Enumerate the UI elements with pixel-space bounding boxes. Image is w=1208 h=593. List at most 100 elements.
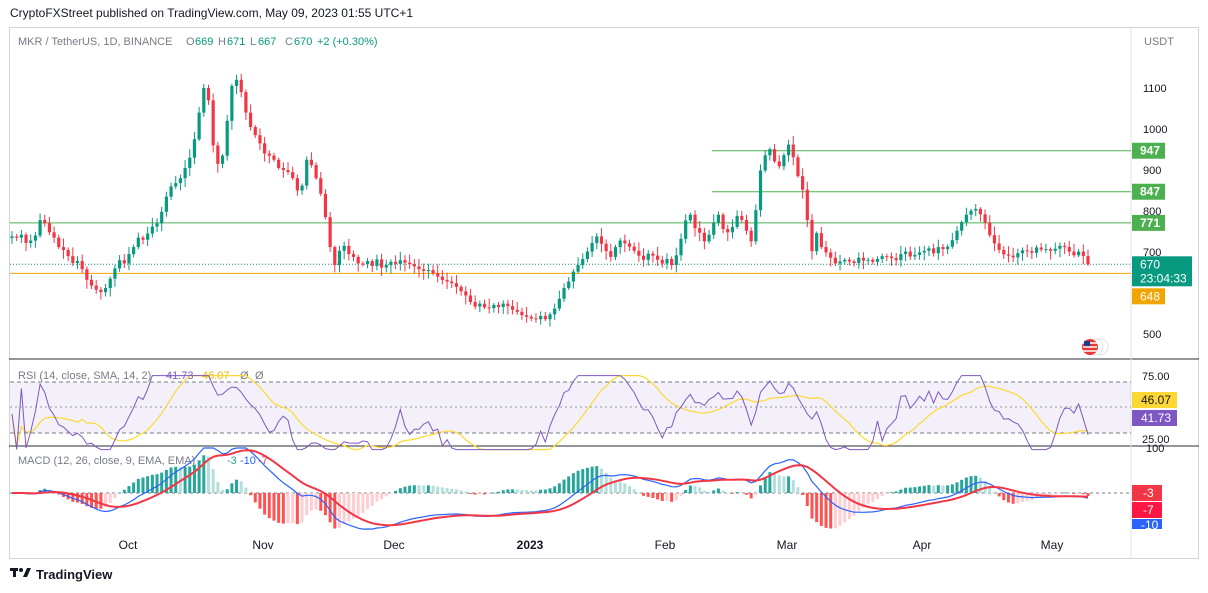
macd-hist-bar: [183, 466, 187, 493]
candle: [253, 125, 257, 138]
macd-hist-bar: [861, 493, 865, 508]
candle: [520, 307, 524, 320]
macd-hist-bar: [782, 476, 786, 493]
candle: [61, 238, 66, 259]
candle: [539, 311, 543, 325]
macd-hist-bar: [155, 474, 159, 493]
candle: [211, 93, 215, 153]
candle: [473, 295, 477, 310]
candle: [768, 147, 772, 161]
macd-hist-bar: [548, 488, 552, 493]
macd-hist-bar: [763, 477, 767, 493]
candle: [660, 255, 664, 268]
high-value: 671: [227, 36, 245, 48]
macd-tick-100: 100: [1146, 443, 1164, 455]
macd-hist-bar: [188, 466, 192, 493]
macd-hist-bar: [768, 472, 772, 493]
candle: [15, 233, 19, 242]
macd-hist-bar: [590, 466, 594, 493]
macd-hist-bar: [688, 485, 692, 493]
macd-hist-bar: [80, 493, 84, 504]
macd-hist-bar: [740, 492, 744, 494]
macd-hist-bar: [483, 493, 487, 495]
macd-line: [11, 447, 1089, 530]
macd-hist-bar: [651, 493, 655, 498]
candle: [1025, 244, 1029, 258]
candle: [422, 263, 426, 280]
macd-hist-bar: [394, 490, 398, 493]
macd-hist-bar: [698, 487, 702, 493]
macd-hist-bar: [417, 485, 421, 493]
macd-hist-bar: [1086, 493, 1090, 496]
macd-hist-bar: [403, 486, 407, 493]
macd-hist-bar: [749, 493, 753, 499]
candle: [454, 275, 459, 294]
macd-hist-bar: [735, 492, 739, 493]
candle: [665, 253, 669, 270]
candle: [810, 214, 814, 260]
candle: [866, 257, 870, 265]
macd-hist-bar: [847, 493, 851, 519]
macd-hist-bar: [286, 493, 290, 524]
candle: [899, 245, 903, 267]
candle: [964, 207, 968, 227]
candle: [206, 84, 211, 105]
publisher-header: CryptoFXStreet published on TradingView.…: [10, 6, 414, 20]
macd-hist-bar: [894, 491, 898, 493]
macd-hist-bar: [169, 467, 173, 493]
macd-hist-bar: [118, 492, 122, 494]
macd-hist-bar: [384, 493, 388, 497]
macd-hist-bar: [824, 493, 828, 528]
candle: [599, 228, 604, 253]
candle: [295, 174, 299, 196]
macd-hist-bar: [281, 493, 285, 524]
candle: [323, 189, 328, 220]
macd-hist-bar: [819, 493, 823, 526]
candle: [1072, 243, 1076, 258]
candle: [819, 226, 823, 250]
macd-hist-bar: [730, 493, 734, 494]
candle: [132, 244, 136, 258]
macd-hist-bar: [370, 493, 374, 506]
time-axis[interactable]: Oct Nov Dec 2023 Feb Mar Apr May: [119, 538, 1064, 552]
tradingview-logo-icon: [10, 567, 32, 582]
rsi-badge-text: 41.73: [1141, 411, 1171, 425]
candle: [656, 246, 660, 266]
high-label: H: [218, 36, 226, 48]
macd-hist-bar: [656, 493, 660, 500]
macd-hist-bar: [249, 493, 253, 496]
level-badge-847-text: 847: [1140, 185, 1160, 199]
candle: [782, 152, 786, 171]
macd-hist-bar: [941, 485, 945, 493]
macd-hist-bar: [744, 493, 748, 495]
candle: [829, 248, 833, 267]
macd-hist-bar: [609, 477, 613, 493]
level-badge-771-text: 771: [1140, 216, 1160, 230]
macd-hist-bar: [319, 493, 323, 511]
candle: [609, 243, 613, 262]
macd-hist-bar: [712, 490, 716, 493]
macd-hist-bar: [136, 478, 140, 493]
footer-brand[interactable]: TradingView: [10, 567, 112, 582]
level-badge-771: [1132, 214, 1165, 231]
macd-hist-bar: [216, 481, 220, 493]
candle: [1039, 243, 1043, 252]
candle: [590, 235, 594, 257]
macd-hist-bar: [852, 493, 856, 516]
candle: [721, 212, 725, 234]
countdown-text: 23:04:33: [1140, 271, 1187, 285]
us-flag-icon[interactable]: [1082, 338, 1109, 356]
candle: [651, 251, 655, 263]
macd-hist-bar: [314, 493, 318, 510]
macd-hist-bar: [164, 469, 168, 493]
macd-hist-bar: [291, 493, 295, 524]
macd-hist-bar: [127, 486, 131, 493]
macd-hist-bar: [487, 493, 491, 495]
ohlc-values: O 669 H 671 L 667 C 670 +2 (+0.30%): [186, 36, 378, 48]
candle: [679, 233, 683, 261]
macd-hist-bar: [328, 493, 332, 523]
candle: [118, 255, 122, 272]
macd-hist-bar: [866, 493, 870, 505]
